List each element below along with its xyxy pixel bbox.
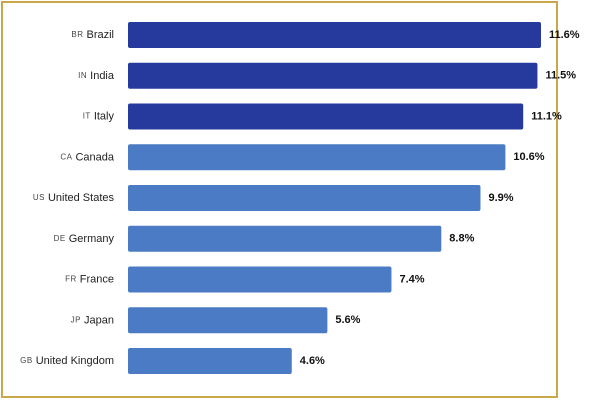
category-label: IN India bbox=[78, 70, 115, 82]
country-code: GB bbox=[20, 356, 33, 365]
country-name: United States bbox=[48, 192, 115, 204]
category-label: BR Brazil bbox=[71, 29, 114, 41]
value-label: 4.6% bbox=[300, 355, 325, 367]
category-label: JP Japan bbox=[71, 314, 114, 326]
value-label: 11.1% bbox=[531, 110, 562, 122]
bar bbox=[128, 307, 328, 334]
value-label: 10.6% bbox=[513, 151, 544, 163]
country-code: BR bbox=[71, 30, 83, 39]
value-label: 7.4% bbox=[399, 273, 424, 285]
country-code: CA bbox=[60, 152, 72, 161]
category-label: GB United Kingdom bbox=[20, 355, 114, 367]
country-code: IN bbox=[78, 71, 87, 80]
country-code: DE bbox=[54, 234, 66, 243]
bar bbox=[128, 225, 442, 252]
country-name: Germany bbox=[69, 233, 115, 245]
bar bbox=[128, 266, 392, 293]
value-label: 8.8% bbox=[449, 233, 474, 245]
country-name: Italy bbox=[94, 110, 115, 122]
bar bbox=[128, 144, 506, 171]
country-name: Brazil bbox=[86, 29, 114, 41]
country-code: US bbox=[33, 193, 45, 202]
country-name: Japan bbox=[84, 314, 114, 326]
country-name: Canada bbox=[75, 151, 114, 163]
country-code: JP bbox=[71, 315, 81, 324]
category-label: US United States bbox=[33, 192, 115, 204]
value-label: 5.6% bbox=[335, 314, 360, 326]
value-label: 9.9% bbox=[488, 192, 513, 204]
country-name: France bbox=[80, 273, 114, 285]
category-label: DE Germany bbox=[54, 233, 115, 245]
country-name: India bbox=[90, 70, 115, 82]
country-code: IT bbox=[83, 112, 91, 121]
country-name: United Kingdom bbox=[36, 355, 114, 367]
bar bbox=[128, 62, 538, 89]
value-label: 11.6% bbox=[549, 29, 580, 41]
category-label: FR France bbox=[65, 273, 114, 285]
bar bbox=[128, 185, 481, 211]
category-label: CA Canada bbox=[60, 151, 115, 163]
category-label: IT Italy bbox=[83, 110, 115, 122]
bar bbox=[128, 348, 292, 374]
value-label: 11.5% bbox=[545, 70, 576, 82]
frame bbox=[1, 1, 558, 398]
bar bbox=[128, 103, 524, 130]
bar bbox=[128, 22, 541, 48]
country-code: FR bbox=[65, 275, 77, 284]
